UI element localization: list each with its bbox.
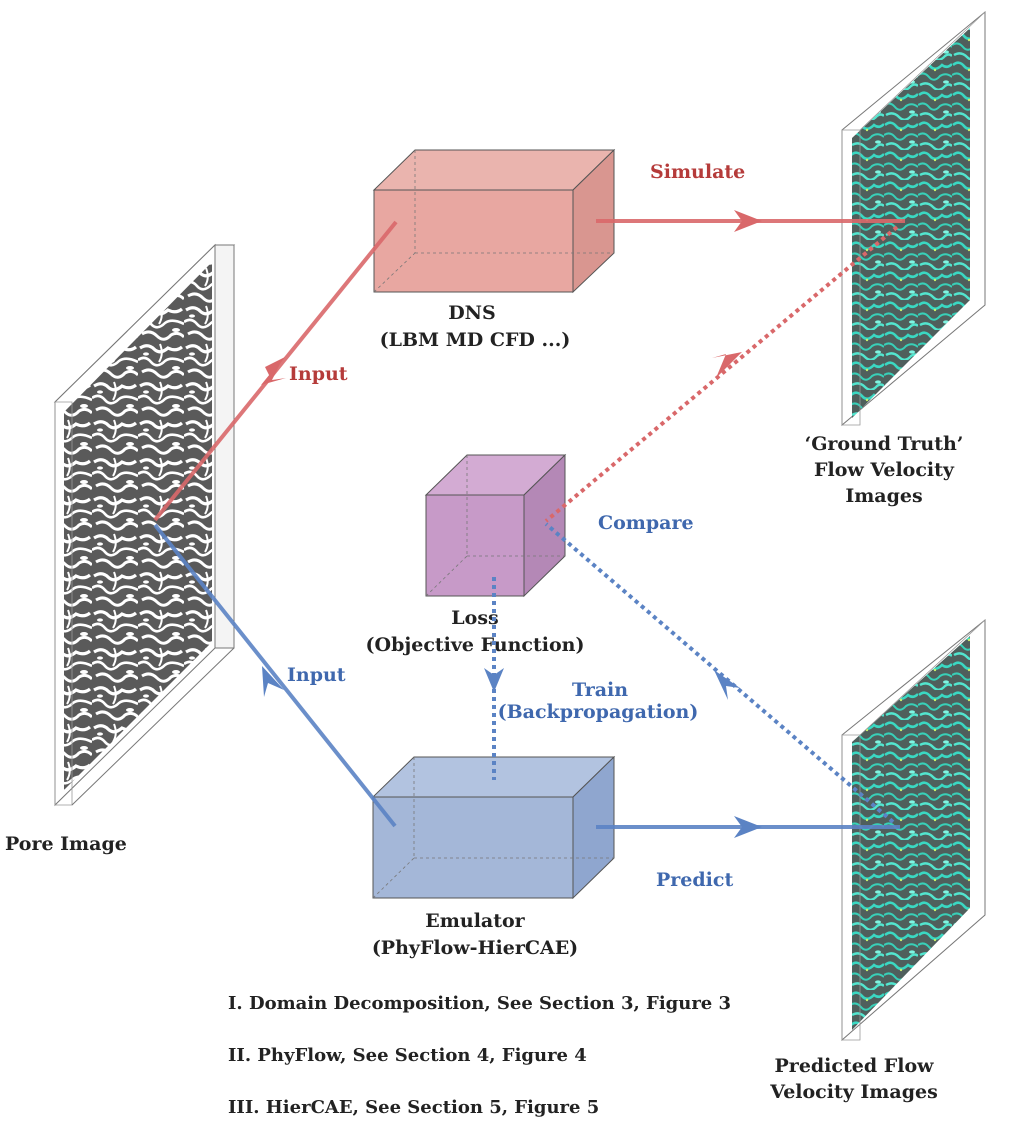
loss-cube — [424, 453, 567, 598]
predicted-label-line2: Velocity Images — [769, 1081, 938, 1103]
note-domain-decomposition: I. Domain Decomposition, See Section 3, … — [228, 993, 731, 1014]
note-phyflow: II. PhyFlow, See Section 4, Figure 4 — [228, 1045, 587, 1066]
input-top-arrowhead-tip — [261, 358, 286, 385]
predicted-slab — [841, 618, 986, 1042]
input-bottom-arrow-line — [153, 523, 397, 828]
train-label: Train — [572, 679, 628, 701]
input-bottom-label: Input — [287, 664, 346, 686]
train-sub-label: (Backpropagation) — [498, 701, 699, 723]
input-bottom-arrowhead — [262, 666, 284, 697]
predicted-flow-texture — [852, 636, 970, 1030]
dns-box — [372, 148, 616, 294]
ground-truth-label-line1: ‘Ground Truth’ — [805, 433, 964, 455]
predict-arrowhead — [734, 816, 762, 838]
ground-truth-slab — [841, 10, 986, 427]
emulator-subtitle: (PhyFlow-HierCAE) — [372, 937, 578, 959]
dns-title: DNS — [448, 302, 496, 324]
pore-image-slab — [53, 243, 236, 807]
dns-subtitle: (LBM MD CFD ...) — [380, 329, 571, 351]
predicted-label-line1: Predicted Flow — [775, 1055, 935, 1077]
loss-subtitle: (Objective Function) — [366, 634, 585, 656]
compare-red-arrowhead — [712, 352, 742, 378]
input-top-label: Input — [289, 363, 348, 385]
loss-title: Loss — [451, 607, 498, 629]
note-hiercae: III. HierCAE, See Section 5, Figure 5 — [228, 1097, 599, 1118]
simulate-arrowhead — [734, 210, 762, 232]
pore-texture — [64, 262, 212, 790]
ground-truth-flow-texture — [852, 28, 970, 418]
compare-blue-arrowhead — [714, 670, 740, 700]
ground-truth-label-line3: Images — [845, 485, 922, 507]
compare-label: Compare — [598, 512, 694, 534]
pore-image-label: Pore Image — [5, 833, 127, 855]
predict-label: Predict — [656, 869, 733, 891]
ground-truth-label-line2: Flow Velocity — [814, 459, 955, 481]
train-arrowhead — [484, 668, 504, 692]
simulate-label: Simulate — [650, 161, 745, 183]
emulator-title: Emulator — [425, 910, 525, 932]
